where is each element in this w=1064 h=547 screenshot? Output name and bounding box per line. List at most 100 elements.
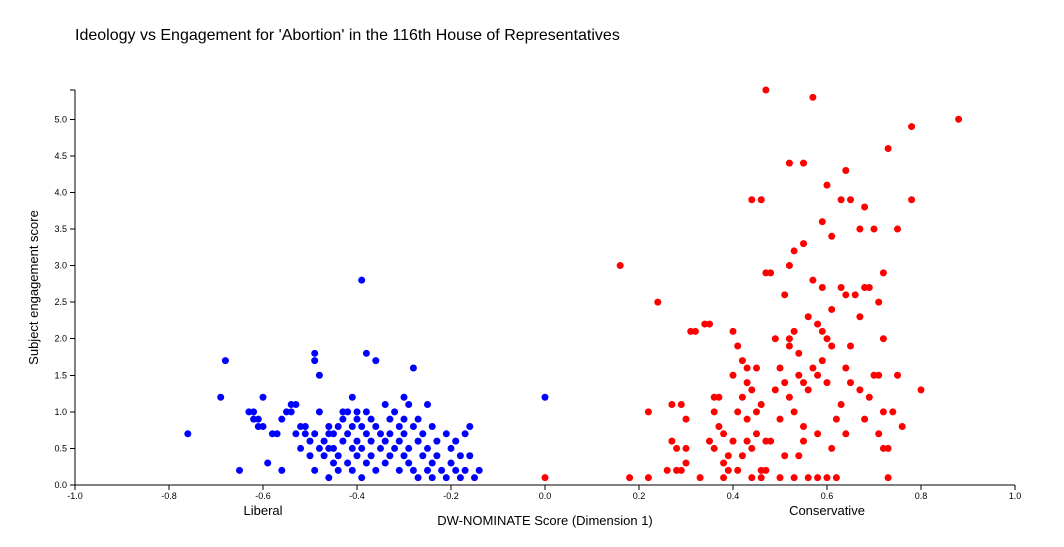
scatter-point: [842, 364, 850, 372]
scatter-point: [753, 364, 760, 372]
scatter-point: [837, 401, 845, 409]
scatter-point: [292, 430, 300, 438]
scatter-point: [847, 379, 854, 387]
scatter-points: [184, 86, 963, 482]
scatter-point: [879, 335, 887, 343]
scatter-point: [814, 474, 822, 482]
y-axis-title: Subject engagement score: [26, 210, 41, 365]
scatter-point: [461, 430, 469, 438]
scatter-point: [315, 408, 323, 416]
scatter-point: [955, 115, 963, 123]
scatter-point: [673, 444, 681, 452]
scatter-point: [879, 269, 887, 277]
scatter-point: [433, 437, 441, 445]
scatter-point: [372, 422, 380, 430]
scatter-point: [377, 444, 384, 452]
chart-title: Ideology vs Engagement for 'Abortion' in…: [75, 27, 620, 44]
scatter-point: [414, 415, 422, 423]
scatter-point: [785, 393, 793, 401]
scatter-point: [311, 349, 319, 357]
scatter-point: [785, 335, 793, 343]
y-tick-label: 4.0: [54, 187, 67, 197]
scatter-point: [447, 444, 455, 452]
x-tick-label: -1.0: [67, 491, 83, 501]
scatter-point: [823, 379, 831, 387]
scatter-point: [762, 466, 770, 474]
scatter-point: [353, 415, 361, 423]
scatter-point: [842, 291, 850, 299]
scatter-point: [424, 466, 431, 474]
axis-annotation: Conservative: [789, 503, 865, 518]
scatter-point: [428, 459, 436, 467]
scatter-point: [362, 349, 370, 357]
x-tick-label: 1.0: [1009, 491, 1022, 501]
scatter-point: [842, 430, 850, 438]
scatter-point: [442, 430, 450, 438]
scatter-point: [715, 393, 723, 401]
scatter-point: [734, 342, 742, 350]
scatter-point: [715, 422, 723, 430]
scatter-point: [358, 422, 366, 430]
scatter-point: [452, 466, 460, 474]
scatter-point: [668, 401, 676, 409]
scatter-point: [644, 474, 652, 482]
scatter-point: [367, 437, 375, 445]
scatter-point: [682, 415, 690, 423]
scatter-point: [339, 437, 347, 445]
scatter-point: [306, 452, 314, 460]
scatter-point: [814, 430, 822, 438]
scatter-point: [870, 225, 878, 233]
scatter-point: [330, 459, 337, 467]
scatter-point: [442, 474, 450, 482]
scatter-point: [738, 452, 746, 460]
scatter-point: [362, 430, 370, 438]
scatter-point: [748, 444, 756, 452]
scatter-point: [287, 408, 295, 416]
scatter-point: [847, 196, 854, 204]
scatter-point: [334, 422, 342, 430]
y-tick-label: 1.5: [54, 370, 67, 380]
scatter-point: [856, 225, 864, 233]
scatter-point: [358, 276, 366, 284]
scatter-point: [823, 335, 831, 343]
scatter-point: [320, 452, 328, 460]
scatter-point: [790, 408, 798, 416]
scatter-point: [743, 379, 751, 387]
scatter-point: [800, 240, 807, 248]
scatter-point: [729, 437, 737, 445]
scatter-point: [898, 422, 906, 430]
scatter-point: [743, 437, 751, 445]
scatter-point: [395, 466, 403, 474]
scatter-point: [409, 364, 417, 372]
scatter-point: [757, 474, 765, 482]
scatter-point: [353, 408, 361, 416]
scatter-point: [348, 444, 356, 452]
scatter-point: [475, 466, 483, 474]
scatter-point: [419, 452, 427, 460]
scatter-point: [706, 437, 713, 445]
scatter-point: [254, 415, 262, 423]
scatter-point: [339, 415, 347, 423]
scatter-point: [861, 203, 869, 211]
scatter-point: [847, 342, 854, 350]
scatter-point: [367, 452, 375, 460]
scatter-point: [400, 452, 408, 460]
y-tick-label: 2.0: [54, 334, 67, 344]
scatter-point: [743, 415, 751, 423]
scatter-point: [776, 364, 784, 372]
scatter-point: [301, 422, 309, 430]
scatter-point: [710, 444, 718, 452]
scatter-point: [386, 415, 394, 423]
scatter-point: [696, 474, 704, 482]
x-tick-label: -0.6: [255, 491, 271, 501]
scatter-point: [372, 466, 380, 474]
scatter-point: [771, 386, 779, 394]
scatter-point: [790, 247, 798, 255]
scatter-point: [654, 298, 662, 306]
scatter-point: [405, 401, 413, 409]
scatter-point: [428, 474, 436, 482]
scatter-point: [691, 327, 699, 335]
scatter-point: [409, 466, 417, 474]
scatter-point: [753, 430, 760, 438]
scatter-point: [861, 415, 869, 423]
